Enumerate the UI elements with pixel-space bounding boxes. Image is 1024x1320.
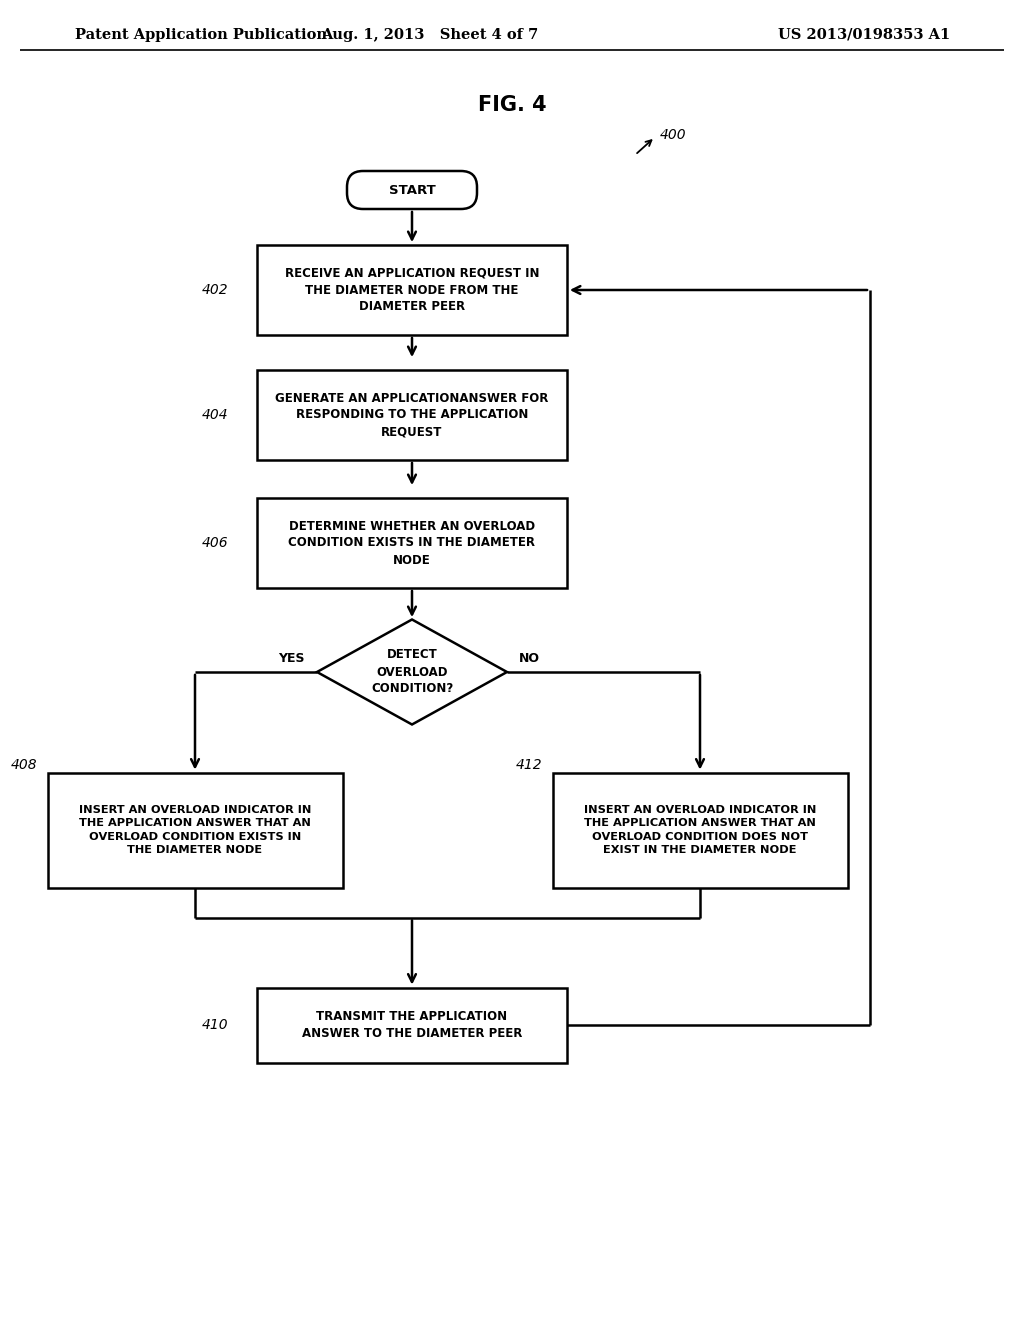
Text: FIG. 4: FIG. 4 — [477, 95, 547, 115]
Text: INSERT AN OVERLOAD INDICATOR IN
THE APPLICATION ANSWER THAT AN
OVERLOAD CONDITIO: INSERT AN OVERLOAD INDICATOR IN THE APPL… — [79, 805, 311, 855]
Bar — [257, 370, 567, 459]
FancyBboxPatch shape — [347, 172, 477, 209]
Text: 400: 400 — [660, 128, 687, 143]
Text: Aug. 1, 2013   Sheet 4 of 7: Aug. 1, 2013 Sheet 4 of 7 — [322, 28, 539, 42]
Text: START: START — [389, 183, 435, 197]
Text: Patent Application Publication: Patent Application Publication — [75, 28, 327, 42]
Text: 408: 408 — [11, 758, 38, 772]
Text: 402: 402 — [202, 282, 228, 297]
Bar — [553, 772, 848, 887]
Bar — [257, 246, 567, 335]
Bar — [257, 498, 567, 587]
Text: DETERMINE WHETHER AN OVERLOAD
CONDITION EXISTS IN THE DIAMETER
NODE: DETERMINE WHETHER AN OVERLOAD CONDITION … — [289, 520, 536, 566]
Text: US 2013/0198353 A1: US 2013/0198353 A1 — [778, 28, 950, 42]
Polygon shape — [317, 619, 507, 725]
Text: INSERT AN OVERLOAD INDICATOR IN
THE APPLICATION ANSWER THAT AN
OVERLOAD CONDITIO: INSERT AN OVERLOAD INDICATOR IN THE APPL… — [584, 805, 816, 855]
Text: NO: NO — [519, 652, 540, 664]
Text: GENERATE AN APPLICATIONANSWER FOR
RESPONDING TO THE APPLICATION
REQUEST: GENERATE AN APPLICATIONANSWER FOR RESPON… — [275, 392, 549, 438]
Text: 404: 404 — [202, 408, 228, 422]
Text: YES: YES — [279, 652, 305, 664]
Text: DETECT
OVERLOAD
CONDITION?: DETECT OVERLOAD CONDITION? — [371, 648, 454, 696]
Text: TRANSMIT THE APPLICATION
ANSWER TO THE DIAMETER PEER: TRANSMIT THE APPLICATION ANSWER TO THE D… — [302, 1010, 522, 1040]
Text: 406: 406 — [202, 536, 228, 550]
Bar — [257, 987, 567, 1063]
Bar — [47, 772, 342, 887]
Text: 412: 412 — [516, 758, 543, 772]
Text: 410: 410 — [202, 1018, 228, 1032]
Text: RECEIVE AN APPLICATION REQUEST IN
THE DIAMETER NODE FROM THE
DIAMETER PEER: RECEIVE AN APPLICATION REQUEST IN THE DI… — [285, 267, 540, 314]
